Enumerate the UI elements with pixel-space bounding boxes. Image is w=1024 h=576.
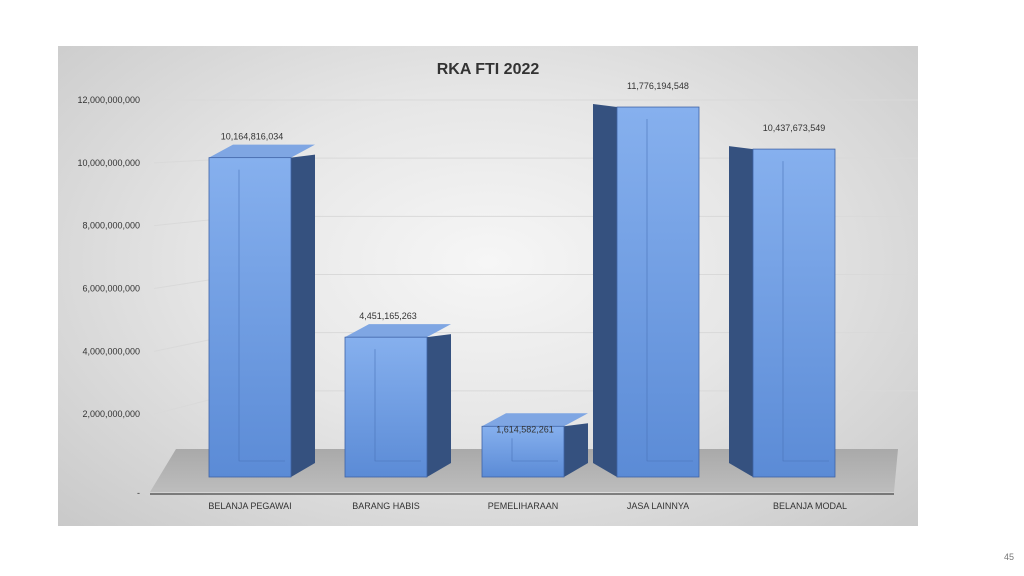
bar — [729, 146, 836, 478]
bar-side — [291, 154, 315, 477]
bar — [481, 413, 588, 478]
page-number: 45 — [1003, 552, 1014, 562]
chart-panel: RKA FTI 2022 - 2,000,000,000 4,000,000,000… — [58, 46, 918, 526]
bar-front — [344, 336, 428, 478]
category-label: BARANG HABIS — [352, 501, 420, 511]
bars — [208, 104, 836, 478]
bar-edge — [646, 119, 693, 462]
bar-edge — [238, 169, 285, 462]
category-label: BELANJA MODAL — [773, 501, 847, 511]
bar-edge — [511, 438, 558, 462]
data-label: 1,614,582,261 — [496, 424, 554, 434]
data-labels: 10,164,816,034 4,451,165,263 1,614,582,261… — [221, 81, 826, 434]
bar-front — [752, 148, 836, 478]
y-tick-label: 4,000,000,000 — [82, 346, 140, 356]
bar — [593, 104, 700, 478]
bar-edge — [782, 161, 829, 462]
category-label: PEMELIHARAAN — [488, 501, 559, 511]
bar-front — [208, 157, 292, 478]
y-tick-label: 6,000,000,000 — [82, 284, 140, 294]
data-label: 10,164,816,034 — [221, 132, 284, 142]
y-tick-label: - — [137, 488, 140, 498]
data-label: 4,451,165,263 — [359, 311, 417, 321]
y-tick-label: 12,000,000,000 — [77, 95, 140, 105]
bar-front — [481, 425, 565, 478]
y-tick-label: 10,000,000,000 — [77, 158, 140, 168]
bar-front — [616, 106, 700, 478]
data-label: 10,437,673,549 — [763, 123, 826, 133]
bar-top — [482, 413, 588, 427]
category-label: JASA LAINNYA — [627, 501, 689, 511]
bar-top — [209, 144, 315, 158]
bar-chart: RKA FTI 2022 - 2,000,000,000 4,000,000,000… — [77, 61, 918, 511]
y-axis: - 2,000,000,000 4,000,000,000 6,000,000,000… — [77, 95, 140, 498]
bar — [344, 324, 451, 478]
bar — [208, 144, 315, 478]
bar-top — [345, 324, 451, 338]
x-axis: BELANJA PEGAWAI BARANG HABIS PEMELIHARAAN J… — [208, 501, 847, 511]
data-label: 11,776,194,548 — [627, 81, 689, 91]
y-tick-label: 2,000,000,000 — [82, 409, 140, 419]
bar-side — [729, 146, 753, 477]
bar-side — [564, 423, 588, 477]
chart-title: RKA FTI 2022 — [437, 61, 540, 78]
bar-edge — [374, 349, 421, 462]
bar-side — [427, 334, 451, 477]
category-label: BELANJA PEGAWAI — [208, 501, 291, 511]
bar-side — [593, 104, 617, 477]
y-tick-label: 8,000,000,000 — [82, 221, 140, 231]
